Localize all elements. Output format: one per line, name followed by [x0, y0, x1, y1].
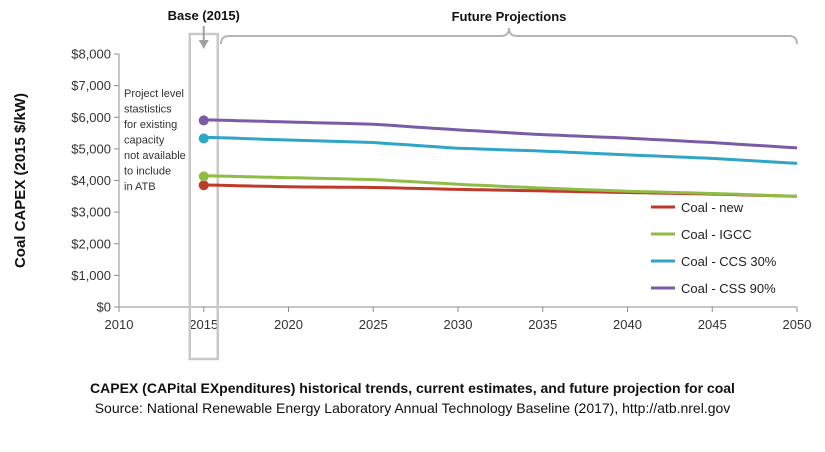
x-tick-label: 2010 — [105, 317, 134, 332]
y-tick-label: $3,000 — [71, 205, 111, 220]
x-tick-label: 2025 — [359, 317, 388, 332]
note-line: Project level — [124, 88, 184, 100]
future-projections-brace — [220, 27, 798, 45]
base-point-3 — [198, 133, 209, 144]
note-line: not available — [124, 150, 186, 162]
note-line: to include — [124, 166, 171, 178]
base-year-label: Base (2015) — [168, 8, 240, 23]
base-point-4 — [198, 115, 209, 126]
legend-label-4: Coal - CSS 90% — [681, 281, 776, 296]
y-tick-label: $7,000 — [71, 78, 111, 93]
base-arrow-head — [198, 40, 209, 49]
caption-source: Source: National Renewable Energy Labora… — [94, 400, 731, 416]
legend-label-3: Coal - CCS 30% — [681, 254, 777, 269]
note-line: for existing — [124, 119, 177, 131]
legend: Coal - new Coal - IGCC Coal - CCS 30% Coal … — [651, 200, 777, 296]
caption: CAPEX (CAPital EXpenditures) historical … — [0, 378, 825, 418]
x-tick-label: 2040 — [613, 317, 642, 332]
legend-label-2: Coal - IGCC — [681, 227, 752, 242]
base-point-1 — [198, 180, 209, 191]
note-line: stastistics — [124, 104, 172, 116]
axes: $0 $1,000 $2,000 $3,000 $4,000 $5,000 $6,000 $7… — [12, 47, 811, 333]
y-tick-label: $0 — [97, 300, 111, 315]
base-point-2 — [198, 171, 209, 182]
y-axis-title: Coal CAPEX (2015 $/kW) — [12, 93, 29, 268]
series-line-2 — [203, 174, 798, 198]
legend-label-1: Coal - new — [681, 200, 744, 215]
x-tick-label: 2050 — [783, 317, 812, 332]
series-line-4 — [203, 118, 798, 150]
y-tick-label: $1,000 — [71, 268, 111, 283]
series-layer — [198, 115, 798, 198]
x-tick-label: 2045 — [698, 317, 727, 332]
y-tick-label: $6,000 — [71, 110, 111, 125]
annotations: Base (2015) Future Projections Project lev… — [124, 8, 798, 361]
future-projections-label: Future Projections — [452, 9, 567, 24]
note-line: capacity — [124, 135, 165, 147]
series-line-3 — [203, 135, 798, 165]
y-tick-label: $4,000 — [71, 173, 111, 188]
x-tick-label: 2020 — [274, 317, 303, 332]
y-tick-label: $5,000 — [71, 141, 111, 156]
note-line: in ATB — [124, 181, 156, 193]
x-tick-label: 2015 — [189, 317, 218, 332]
x-tick-label: 2035 — [528, 317, 557, 332]
y-tick-label: $2,000 — [71, 236, 111, 251]
caption-title: CAPEX (CAPital EXpenditures) historical … — [90, 380, 735, 396]
y-tick-label: $8,000 — [71, 47, 111, 62]
x-tick-label: 2030 — [444, 317, 473, 332]
